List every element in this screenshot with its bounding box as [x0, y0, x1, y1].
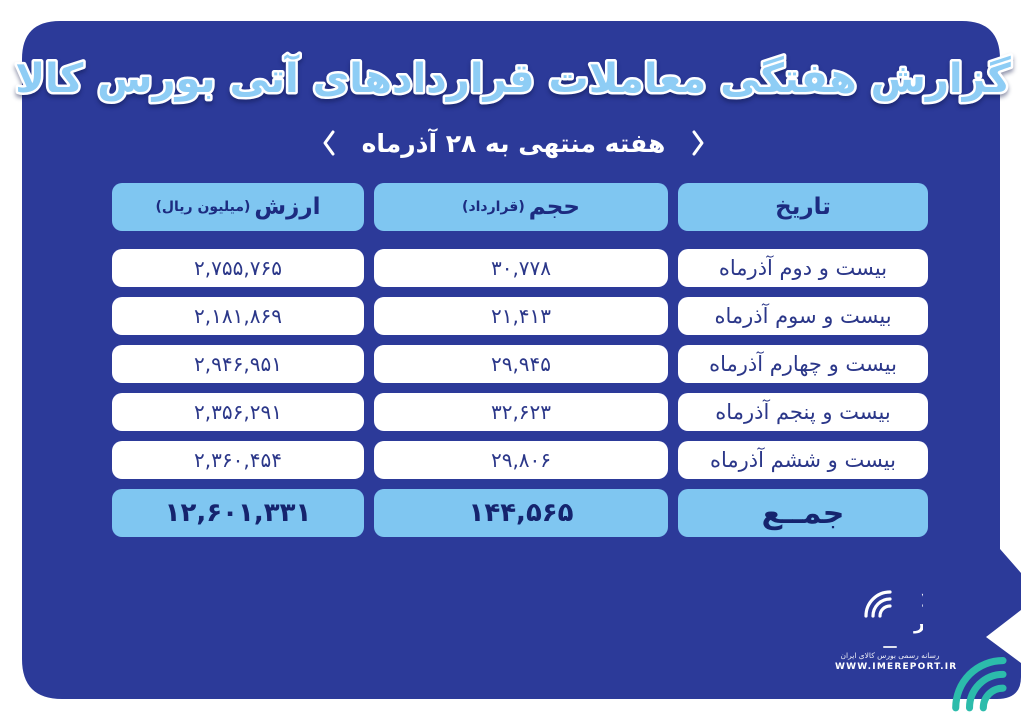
subtitle: هفته منتهی به ۲۸ آذرماه: [0, 128, 1027, 158]
header-date-label: تاریخ: [775, 194, 831, 220]
total-label-cell: جمــع: [678, 489, 928, 537]
table-total-row: جمــع ۱۴۴,۵۶۵ ۱۲,۶۰۱,۳۳۱: [112, 489, 928, 537]
title-text-svg: گزارش هفتگی معاملات قراردادهای آتی بورس …: [13, 51, 1014, 105]
logo-tagline: رسانه رسمی بورس کالای ایران: [840, 651, 940, 660]
header-volume: حجم (قرارداد): [374, 183, 668, 231]
total-value-cell: ۱۲,۶۰۱,۳۳۱: [112, 489, 364, 537]
value-cell: ۲,۳۵۶,۲۹۱: [112, 393, 364, 431]
volume-cell: ۳۲,۶۲۳: [374, 393, 668, 431]
chevron-left-icon: [323, 130, 335, 156]
date-cell: بیست و پنجم آذرماه: [678, 393, 928, 431]
kalakhabar-watermark: کالا خبر: [952, 657, 1007, 712]
logo-name-bottom: خبر: [913, 612, 923, 634]
logo-name-top: کالا: [921, 590, 923, 612]
title-text: گزارش هفتگی معاملات قراردادهای آتی بورس …: [15, 53, 1011, 102]
table-row: بیست و ششم آذرماه ۲۹,۸۰۶ ۲,۳۶۰,۴۵۴: [112, 441, 928, 479]
header-volume-unit: (قرارداد): [462, 199, 525, 215]
volume-cell: ۲۹,۸۰۶: [374, 441, 668, 479]
date-cell: بیست و دوم آذرماه: [678, 249, 928, 287]
value-cell: ۲,۳۶۰,۴۵۴: [112, 441, 364, 479]
table-row: بیست و سوم آذرماه ۲۱,۴۱۳ ۲,۱۸۱,۸۶۹: [112, 297, 928, 335]
date-cell: بیست و سوم آذرماه: [678, 297, 928, 335]
header-value-label: ارزش: [254, 194, 321, 220]
table-header-row: تاریخ حجم (قرارداد) ارزش (میلیون ریال): [112, 183, 928, 231]
volume-cell: ۲۱,۴۱۳: [374, 297, 668, 335]
value-cell: ۲,۱۸۱,۸۶۹: [112, 297, 364, 335]
date-cell: بیست و چهارم آذرماه: [678, 345, 928, 383]
logo-divider: [883, 646, 897, 648]
header-date: تاریخ: [678, 183, 928, 231]
volume-cell: ۲۹,۹۴۵: [374, 345, 668, 383]
table-row: بیست و چهارم آذرماه ۲۹,۹۴۵ ۲,۹۴۶,۹۵۱: [112, 345, 928, 383]
header-volume-label: حجم: [528, 194, 580, 220]
total-volume-cell: ۱۴۴,۵۶۵: [374, 489, 668, 537]
kalakhabar-logo: کالا خبر رسانه رسمی بورس کالای ایران WWW…: [835, 584, 958, 672]
volume-cell: ۳۰,۷۷۸: [374, 249, 668, 287]
value-cell: ۲,۹۴۶,۹۵۱: [112, 345, 364, 383]
table-row: بیست و پنجم آذرماه ۳۲,۶۲۳ ۲,۳۵۶,۲۹۱: [112, 393, 928, 431]
page-title: گزارش هفتگی معاملات قراردادهای آتی بورس …: [0, 40, 1027, 116]
chevron-right-icon: [692, 130, 704, 156]
header-value-unit: (میلیون ریال): [155, 199, 251, 215]
logo-website: WWW.IMEREPORT.IR: [835, 661, 958, 672]
table-row: بیست و دوم آذرماه ۳۰,۷۷۸ ۲,۷۵۵,۷۶۵: [112, 249, 928, 287]
date-cell: بیست و ششم آذرماه: [678, 441, 928, 479]
weekly-trades-table: تاریخ حجم (قرارداد) ارزش (میلیون ریال) ب…: [112, 183, 928, 537]
subtitle-text: هفته منتهی به ۲۸ آذرماه: [361, 128, 666, 158]
value-cell: ۲,۷۵۵,۷۶۵: [112, 249, 364, 287]
header-value: ارزش (میلیون ریال): [112, 183, 364, 231]
wifi-arcs-icon: کالا خبر: [864, 590, 954, 634]
